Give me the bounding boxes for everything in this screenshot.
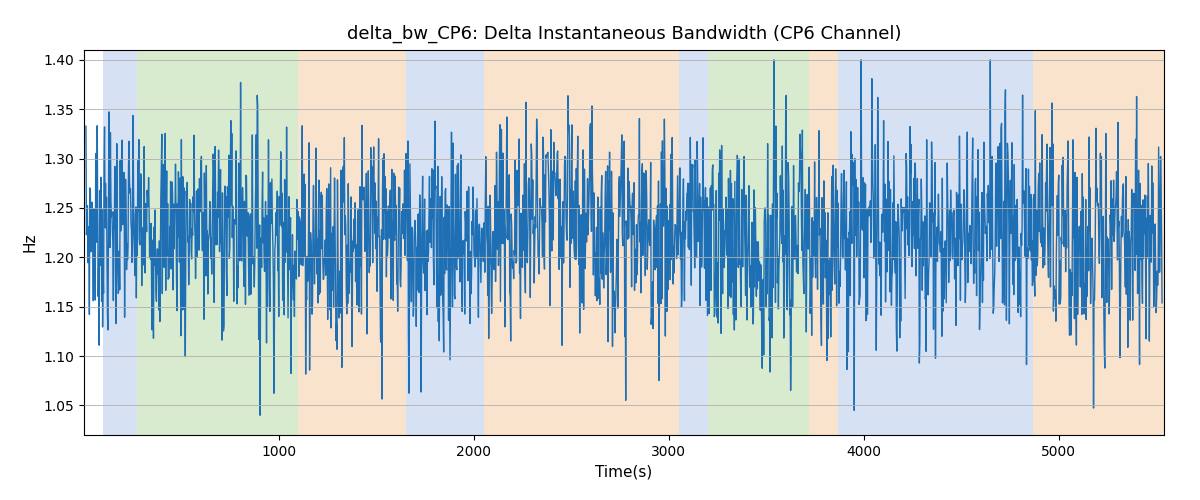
- Y-axis label: Hz: Hz: [23, 233, 38, 252]
- Bar: [678, 50, 708, 435]
- Bar: [809, 50, 839, 435]
- Bar: [103, 50, 137, 435]
- Bar: [708, 50, 809, 435]
- Bar: [1033, 50, 1164, 435]
- Title: delta_bw_CP6: Delta Instantaneous Bandwidth (CP6 Channel): delta_bw_CP6: Delta Instantaneous Bandwi…: [347, 25, 901, 43]
- X-axis label: Time(s): Time(s): [595, 464, 653, 479]
- Bar: [299, 50, 406, 435]
- Bar: [137, 50, 299, 435]
- Bar: [484, 50, 678, 435]
- Bar: [406, 50, 484, 435]
- Bar: [839, 50, 1033, 435]
